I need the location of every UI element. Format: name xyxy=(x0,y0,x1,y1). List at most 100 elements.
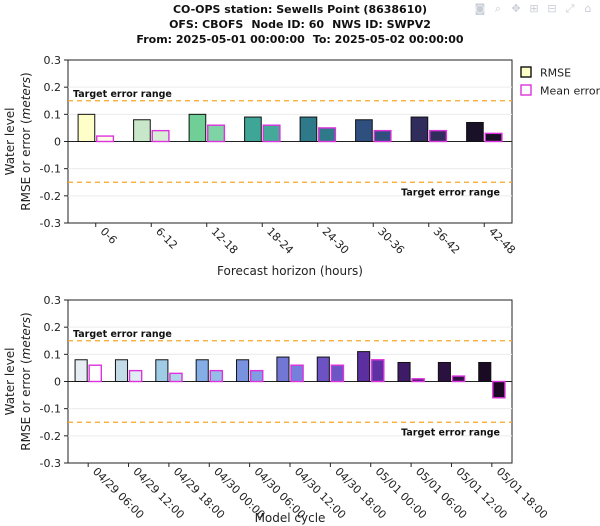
node-value: 60 xyxy=(308,18,325,31)
rmse-bar xyxy=(77,113,96,143)
y-axis-label-unit: meters xyxy=(19,77,33,119)
from-value: 2025-05-01 00:00:00 xyxy=(175,33,305,46)
station-name: Sewells Point (8638610) xyxy=(276,3,428,16)
mean-error-bar xyxy=(371,359,385,383)
mean-error-bar xyxy=(429,129,448,143)
x-tick-label: 30-36 xyxy=(375,225,407,257)
legend: RMSE Mean error xyxy=(520,66,600,98)
rmse-bar xyxy=(466,121,484,142)
rmse-bar xyxy=(133,119,151,143)
target-upper-label: Target error range xyxy=(73,89,172,100)
mean-error-bar xyxy=(88,364,102,383)
zoom-in-icon[interactable]: ⊞ xyxy=(529,2,539,15)
y-axis-label-line1: Water level xyxy=(3,348,17,416)
rmse-bar xyxy=(357,351,371,383)
rmse-bar xyxy=(114,359,129,382)
target-lower-label: Target error range xyxy=(401,187,500,198)
x-tick-label: 12-18 xyxy=(209,225,241,257)
y-tick-label: -0.1 xyxy=(40,403,61,416)
y-tick-label: -0.1 xyxy=(40,163,61,176)
station-label: CO-OPS station: xyxy=(172,3,273,16)
legend-label-rmse: RMSE xyxy=(540,67,571,80)
camera-icon[interactable]: ◙ xyxy=(474,2,486,15)
x-tick-label: 42-48 xyxy=(486,225,518,257)
y-axis-label-line2: RMSE or error (meters) xyxy=(19,312,33,450)
mean-error-bar xyxy=(318,127,337,143)
legend-swatch-mean-error xyxy=(520,84,532,96)
zoom-icon[interactable]: ⌕ xyxy=(494,2,502,15)
x-tick-label: 6-12 xyxy=(153,225,180,252)
y-axis-label-unit: meters xyxy=(19,317,33,359)
mean-error-bar xyxy=(151,129,170,143)
pan-icon[interactable]: ✥ xyxy=(511,2,521,15)
autoscale-icon[interactable]: ⤢ xyxy=(565,2,575,15)
mean-error-bar xyxy=(209,369,224,383)
rmse-bar xyxy=(410,116,429,143)
mean-error-bar xyxy=(330,364,345,383)
node-label: Node ID: xyxy=(251,18,305,31)
mean-error-bar xyxy=(262,124,281,143)
to-label: To: xyxy=(312,33,331,46)
target-upper-label: Target error range xyxy=(73,329,172,340)
x-tick-label: 0-6 xyxy=(98,225,120,247)
rmse-bar xyxy=(195,359,209,382)
rmse-bar xyxy=(355,119,373,143)
y-tick-label: -0.3 xyxy=(40,457,61,470)
y-axis-label-line1: Water level xyxy=(3,108,17,176)
ids-line: OFS: CBOFS Node ID: 60 NWS ID: SWPV2 xyxy=(0,17,600,32)
rmse-bar xyxy=(276,356,290,382)
y-axis-label-suffix: ) xyxy=(19,72,33,77)
rmse-bar xyxy=(155,359,169,382)
mean-error-bar xyxy=(207,124,226,143)
mean-error-bar xyxy=(373,129,392,143)
ofs-value: CBOFS xyxy=(202,18,244,31)
x-tick-label: 24-30 xyxy=(320,225,352,257)
legend-label-mean-error: Mean error xyxy=(540,85,600,98)
rmse-bar xyxy=(236,359,250,382)
rmse-bar xyxy=(244,116,262,143)
x-axis-label: Model cycle xyxy=(255,511,326,525)
y-tick-label: 0.3 xyxy=(44,294,62,307)
nws-value: SWPV2 xyxy=(386,18,431,31)
chart-panel-1: -0.3 -0.2 -0.1 0 0.1 0.2 0.3 Target error range… xyxy=(3,54,600,278)
reset-axes-icon[interactable]: ⌂ xyxy=(584,2,592,15)
y-tick-label: 0.2 xyxy=(44,321,62,334)
to-value: 2025-05-02 00:00:00 xyxy=(334,33,464,46)
mean-error-bar xyxy=(484,132,503,143)
target-lower-label: Target error range xyxy=(401,427,500,438)
mean-error-bar xyxy=(249,369,264,383)
mean-error-bar xyxy=(96,135,115,143)
mean-error-bar xyxy=(290,364,304,383)
y-axis-label-prefix: RMSE or error ( xyxy=(19,359,33,450)
plot-toolbar: ◙ ⌕ ✥ ⊞ ⊟ ⤢ ⌂ xyxy=(404,3,600,17)
y-tick-label: 0.1 xyxy=(44,348,62,361)
y-tick-label: -0.2 xyxy=(40,430,61,443)
x-tick-label: 18-24 xyxy=(264,225,296,257)
mean-error-bar xyxy=(169,372,183,383)
mean-error-bar xyxy=(492,380,506,399)
mean-error-bar xyxy=(451,375,466,383)
legend-swatch-rmse xyxy=(520,66,532,78)
x-axis-label: Forecast horizon (hours) xyxy=(217,264,363,278)
period-line: From: 2025-05-01 00:00:00 To: 2025-05-02 … xyxy=(0,32,600,47)
y-tick-label: -0.3 xyxy=(40,217,61,230)
ofs-label: OFS: xyxy=(169,18,199,31)
rmse-bar xyxy=(316,356,330,382)
y-tick-label: 0.2 xyxy=(44,81,62,94)
y-axis-label-prefix: RMSE or error ( xyxy=(19,119,33,210)
rmse-bar xyxy=(74,359,88,382)
y-axis-label-suffix: ) xyxy=(19,312,33,317)
rmse-bar xyxy=(397,361,411,383)
mean-error-bar xyxy=(411,378,425,383)
chart-panel-2: -0.3 -0.2 -0.1 0 0.1 0.2 0.3 Target error range… xyxy=(3,294,550,525)
station-line: CO-OPS station: Sewells Point (8638610) xyxy=(0,2,600,17)
rmse-bar xyxy=(478,361,492,383)
zoom-out-icon[interactable]: ⊟ xyxy=(547,2,557,15)
y-tick-label: 0 xyxy=(54,376,61,389)
y-tick-label: 0.1 xyxy=(44,108,62,121)
from-label: From: xyxy=(136,33,173,46)
rmse-bar xyxy=(299,116,318,143)
chart-header: CO-OPS station: Sewells Point (8638610) … xyxy=(0,2,600,47)
y-tick-label: -0.2 xyxy=(40,190,61,203)
